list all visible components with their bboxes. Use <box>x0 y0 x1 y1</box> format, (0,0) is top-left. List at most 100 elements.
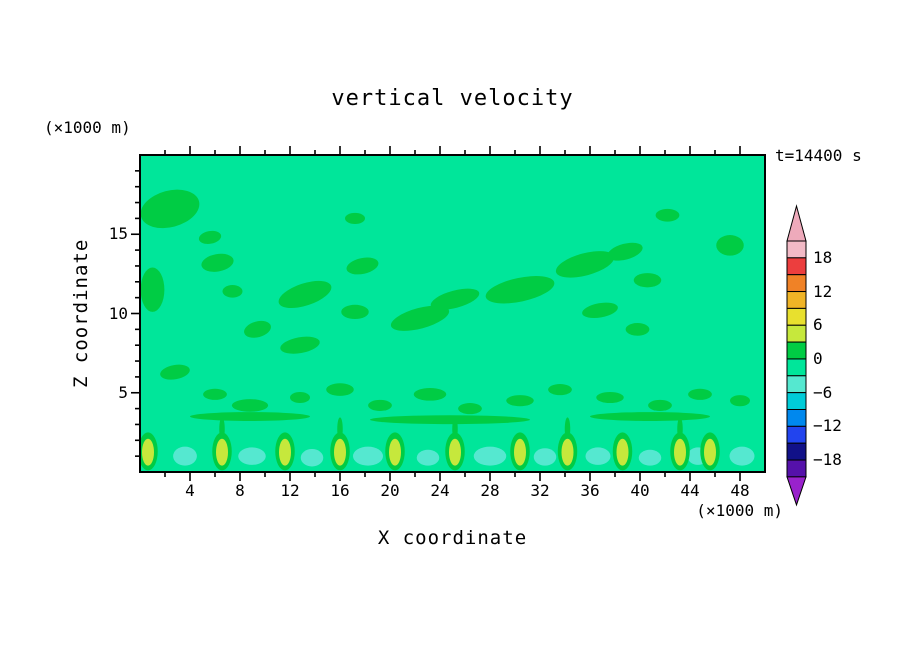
updraft-blob <box>590 412 710 421</box>
updraft-blob <box>346 257 379 275</box>
updraft-blob <box>368 399 392 411</box>
y-tick-label: 15 <box>108 224 128 244</box>
updraft-core <box>561 438 574 466</box>
downdraft-cell <box>585 447 611 465</box>
colorbar-segment <box>786 324 807 343</box>
updraft-blob <box>231 399 269 412</box>
time-label: t=14400 s <box>775 146 862 165</box>
x-tick-label: 20 <box>380 481 400 500</box>
updraft-blob <box>648 399 672 411</box>
colorbar-label: 0 <box>813 348 823 368</box>
updraft-blob <box>201 253 234 272</box>
colorbar-segment <box>786 459 807 478</box>
updraft-blob <box>582 302 618 319</box>
updraft-blob <box>341 304 369 320</box>
y-tick-label: 5 <box>118 382 128 402</box>
colorbar-segment <box>786 274 807 293</box>
x-tick-label: 28 <box>480 481 500 500</box>
updraft-core <box>514 438 526 466</box>
x-tick-label: 44 <box>680 481 700 500</box>
updraft-blob <box>140 267 165 312</box>
y-axis-units: (×1000 m) <box>44 118 131 137</box>
updraft-blob <box>290 391 310 404</box>
updraft-blob <box>222 284 243 298</box>
updraft-blob <box>655 208 680 222</box>
updraft-blob <box>452 417 458 442</box>
colorbar-label: 12 <box>813 281 833 301</box>
contour-field <box>140 189 755 471</box>
colorbar <box>786 204 807 507</box>
x-tick-label: 36 <box>580 481 600 500</box>
colorbar-segment <box>786 392 807 410</box>
colorbar-label: 6 <box>813 315 823 335</box>
updraft-blob <box>244 320 271 338</box>
colorbar-arrow-bottom <box>786 476 807 507</box>
x-tick-label: 32 <box>530 481 550 500</box>
colorbar-segment <box>786 358 807 377</box>
downdraft-cell <box>300 449 324 467</box>
colorbar-arrow-top <box>786 204 807 242</box>
updraft-blob <box>280 336 320 354</box>
updraft-blob <box>345 212 365 224</box>
x-axis-label: X coordinate <box>377 527 528 549</box>
colorbar-segment <box>786 425 807 444</box>
updraft-blob <box>730 395 750 407</box>
colorbar-segment <box>786 307 807 326</box>
updraft-blob <box>326 383 354 396</box>
colorbar-segment <box>786 291 807 309</box>
updraft-blob <box>625 323 650 336</box>
updraft-blob <box>140 189 200 229</box>
x-tick-label: 8 <box>235 481 245 500</box>
x-tick-label: 48 <box>730 481 750 500</box>
colorbar-label: −18 <box>813 450 842 470</box>
x-tick-label: 24 <box>430 481 450 500</box>
updraft-core <box>674 438 686 466</box>
updraft-core <box>279 438 291 466</box>
updraft-blob <box>370 415 530 425</box>
colorbar-segment <box>786 375 807 394</box>
downdraft-cell <box>729 446 755 466</box>
updraft-blob <box>506 395 534 407</box>
x-tick-label: 16 <box>330 481 350 500</box>
downdraft-cell <box>238 447 266 465</box>
x-axis-units: (×1000 m) <box>696 501 783 520</box>
x-tick-label: 4 <box>185 481 195 500</box>
updraft-blob <box>607 242 643 261</box>
x-tick-label: 40 <box>630 481 650 500</box>
colorbar-segment <box>786 442 807 461</box>
updraft-blob <box>203 388 227 400</box>
colorbar-segment <box>786 257 807 276</box>
chart-title: vertical velocity <box>331 86 574 111</box>
updraft-core <box>616 438 629 466</box>
downdraft-cell <box>533 448 557 466</box>
updraft-blob <box>564 417 571 442</box>
colorbar-segment <box>786 240 807 259</box>
updraft-blob <box>677 417 683 442</box>
updraft-blob <box>555 251 615 278</box>
downdraft-cell <box>638 449 662 466</box>
updraft-core <box>216 438 228 466</box>
updraft-blob <box>190 412 310 421</box>
colorbar-label: 18 <box>813 247 833 267</box>
downdraft-cell <box>473 446 507 466</box>
updraft-blob <box>413 387 447 401</box>
updraft-blob <box>596 391 624 404</box>
updraft-blob <box>337 417 343 442</box>
axis-ticks <box>131 146 741 481</box>
updraft-blob <box>430 288 480 310</box>
downdraft-cell <box>173 446 197 466</box>
updraft-blob <box>219 417 225 442</box>
updraft-core <box>142 438 154 466</box>
colorbar-segment <box>786 341 807 360</box>
updraft-blob <box>198 230 222 244</box>
downdraft-cell <box>353 446 383 466</box>
updraft-blob <box>458 403 482 415</box>
updraft-blob <box>688 388 712 400</box>
updraft-blob <box>278 280 332 309</box>
updraft-core <box>704 438 716 466</box>
x-tick-label: 12 <box>280 481 300 500</box>
y-tick-label: 10 <box>108 303 128 323</box>
updraft-core <box>389 438 401 466</box>
